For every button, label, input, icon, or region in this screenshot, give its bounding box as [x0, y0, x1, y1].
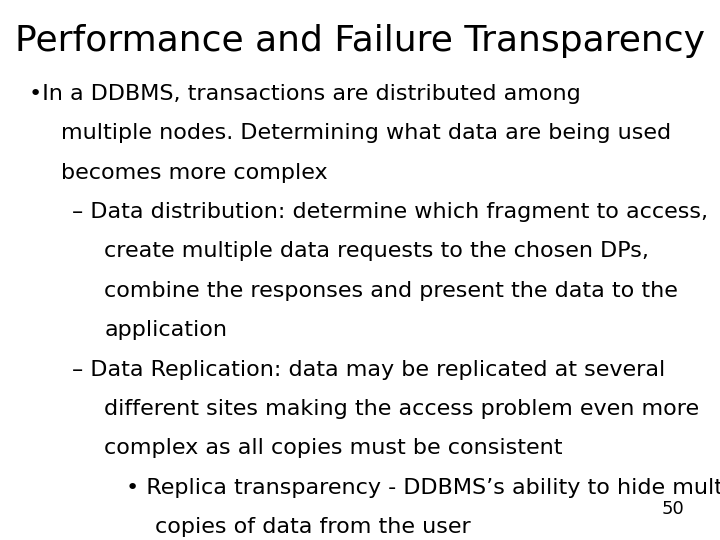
- Text: becomes more complex: becomes more complex: [61, 163, 328, 183]
- Text: application: application: [104, 320, 228, 340]
- Text: multiple nodes. Determining what data are being used: multiple nodes. Determining what data ar…: [61, 123, 671, 143]
- Text: • Replica transparency - DDBMS’s ability to hide multiple: • Replica transparency - DDBMS’s ability…: [126, 478, 720, 498]
- Text: create multiple data requests to the chosen DPs,: create multiple data requests to the cho…: [104, 241, 649, 261]
- Text: 50: 50: [661, 501, 684, 518]
- Text: – Data Replication: data may be replicated at several: – Data Replication: data may be replicat…: [72, 360, 665, 380]
- Text: copies of data from the user: copies of data from the user: [155, 517, 471, 537]
- Text: different sites making the access problem even more: different sites making the access proble…: [104, 399, 700, 419]
- Text: combine the responses and present the data to the: combine the responses and present the da…: [104, 281, 678, 301]
- Text: – Data distribution: determine which fragment to access,: – Data distribution: determine which fra…: [72, 202, 708, 222]
- Text: Performance and Failure Transparency: Performance and Failure Transparency: [15, 24, 705, 58]
- Text: •In a DDBMS, transactions are distributed among: •In a DDBMS, transactions are distribute…: [29, 84, 580, 104]
- Text: complex as all copies must be consistent: complex as all copies must be consistent: [104, 438, 563, 458]
